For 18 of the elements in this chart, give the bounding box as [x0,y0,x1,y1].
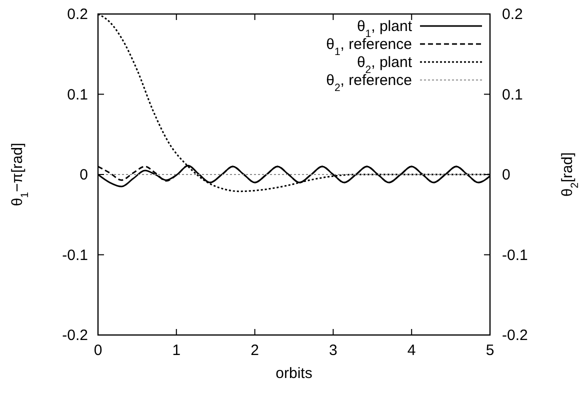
x-tick-label: 5 [486,342,494,359]
x-axis-title: orbits [276,365,312,382]
x-tick-label: 0 [94,342,102,359]
y2-tick-label: 0.1 [502,86,523,104]
y-tick-label: 0.2 [67,6,88,23]
y-tick-label: -0.1 [62,246,88,264]
x-tick-label: 3 [329,342,338,359]
legend-label: θ$_{2}$, reference [326,72,412,94]
x-tick-label: 1 [172,342,181,359]
y-tick-label: -0.2 [62,327,88,344]
y2-tick-label: -0.2 [502,327,528,344]
y2-tick-label: 0 [502,166,510,184]
y2-tick-label: -0.1 [502,246,528,264]
y-tick-label: 0.1 [67,86,88,104]
y2-tick-label: 0.2 [502,6,523,23]
y-tick-label: 0 [80,166,88,184]
x-tick-label: 4 [407,342,416,359]
x-tick-label: 2 [250,342,259,359]
